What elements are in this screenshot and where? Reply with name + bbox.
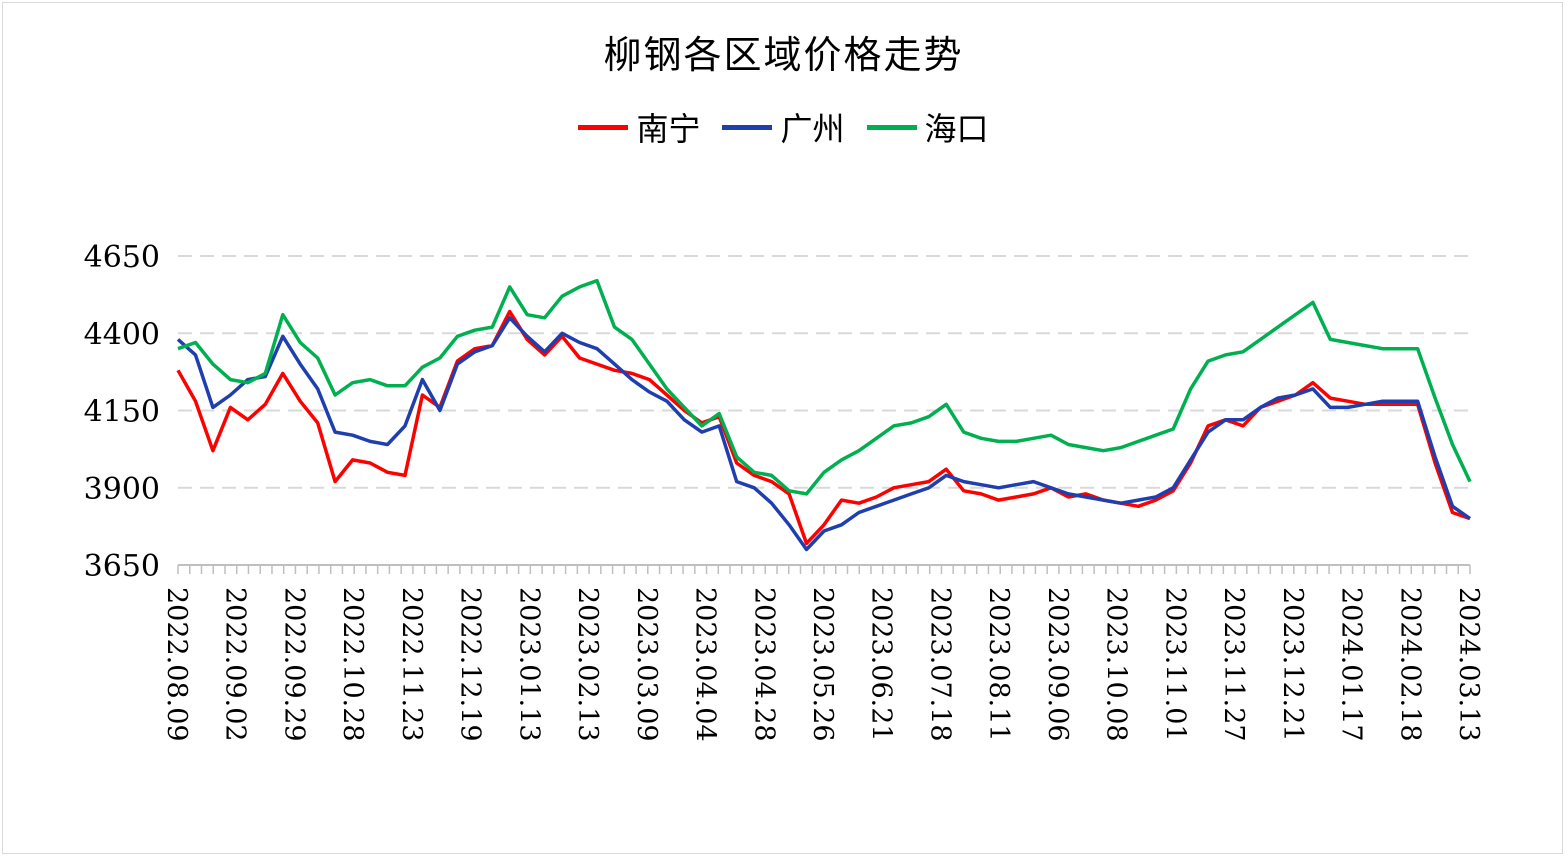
x-tick-label: 2023.05.26 <box>807 587 838 742</box>
chart-title: 柳钢各区域价格走势 <box>603 33 964 77</box>
x-tick-label: 2023.11.27 <box>1218 587 1249 742</box>
x-tick-label: 2022.08.09 <box>161 587 192 742</box>
x-tick-label: 2023.11.01 <box>1159 587 1190 742</box>
x-tick-label: 2023.06.21 <box>866 587 897 742</box>
x-tick-label: 2023.08.11 <box>983 587 1014 742</box>
x-tick-label: 2022.09.29 <box>278 587 309 742</box>
x-tick-label: 2024.01.17 <box>1336 587 1367 742</box>
legend-swatch-haikou <box>866 124 917 130</box>
legend-item-haikou: 海口 <box>866 104 989 150</box>
legend: 南宁 广州 海口 <box>0 104 1567 150</box>
series-line-1 <box>176 316 1472 552</box>
x-tick-label: 2023.04.04 <box>690 587 721 742</box>
x-tick-label: 2023.10.08 <box>1101 587 1132 742</box>
legend-item-nanning: 南宁 <box>578 104 700 150</box>
x-tick-label: 2023.02.13 <box>572 587 603 742</box>
legend-swatch-nanning <box>578 124 629 130</box>
y-tick-label: 4650 <box>84 240 160 275</box>
y-tick-label: 4150 <box>84 395 160 430</box>
y-tick-label: 3650 <box>84 549 160 584</box>
legend-swatch-guangzhou <box>722 124 773 130</box>
x-tick-label: 2023.09.06 <box>1042 587 1073 742</box>
legend-label-guangzhou: 广州 <box>780 110 845 148</box>
x-tick-label: 2024.02.18 <box>1394 587 1425 742</box>
x-tick-label: 2022.09.02 <box>220 587 251 742</box>
series-line-2 <box>177 278 1472 496</box>
x-tick-label: 2023.12.21 <box>1277 587 1308 742</box>
x-tick-label: 2023.03.09 <box>631 587 662 742</box>
series-line-0 <box>176 309 1471 546</box>
y-tick-label: 3900 <box>84 472 160 507</box>
x-tick-label: 2022.12.19 <box>455 587 486 742</box>
x-tick-label: 2023.07.18 <box>924 587 955 742</box>
x-tick-label: 2023.01.13 <box>513 587 544 742</box>
legend-item-guangzhou: 广州 <box>722 104 845 150</box>
legend-label-nanning: 南宁 <box>636 110 701 148</box>
y-tick-label: 4400 <box>84 317 160 352</box>
x-tick-label: 2024.03.13 <box>1453 587 1484 742</box>
legend-label-haikou: 海口 <box>924 110 989 148</box>
x-tick-label: 2022.10.28 <box>337 587 368 742</box>
x-tick-label: 2023.04.28 <box>748 587 779 742</box>
x-tick-label: 2022.11.23 <box>396 587 427 742</box>
